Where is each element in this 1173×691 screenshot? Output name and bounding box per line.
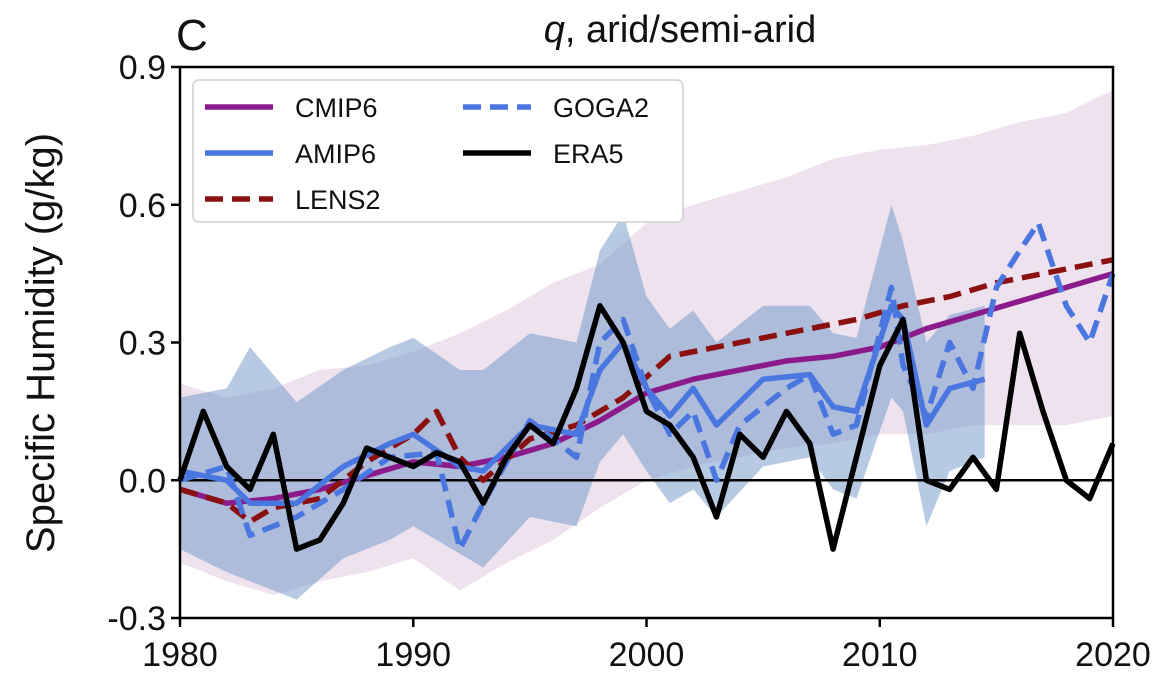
series-lines bbox=[177, 220, 1116, 552]
era5-series-line bbox=[177, 303, 1116, 552]
y-axis: -0.3 0.0 0.3 0.6 0.9 bbox=[107, 49, 180, 638]
goga2-series-line bbox=[179, 220, 1116, 552]
y-tick-label: 0.9 bbox=[119, 49, 166, 87]
x-tick-label: 1980 bbox=[142, 636, 218, 674]
x-tick-label: 2020 bbox=[1075, 636, 1151, 674]
legend-label-era5: ERA5 bbox=[553, 139, 624, 169]
legend-label-amip6: AMIP6 bbox=[295, 139, 376, 169]
x-axis: 1980 1990 2000 2010 2020 bbox=[142, 618, 1151, 674]
y-tick-label: 0.0 bbox=[119, 462, 166, 500]
legend-label-lens2: LENS2 bbox=[295, 185, 381, 215]
amip6-spread-band bbox=[180, 204, 985, 600]
amip6-series-line bbox=[179, 303, 986, 506]
chart-title: q, arid/semi-arid bbox=[544, 9, 816, 51]
lens2-series-line bbox=[179, 257, 1114, 525]
panel-label: C bbox=[176, 11, 208, 60]
legend-box bbox=[192, 79, 684, 223]
x-tick-label: 2000 bbox=[609, 636, 685, 674]
y-tick-label: 0.6 bbox=[119, 187, 166, 225]
y-tick-label: -0.3 bbox=[107, 600, 166, 638]
legend-label-cmip6: CMIP6 bbox=[295, 93, 378, 123]
y-axis-label: Specific Humidity (g/kg) bbox=[19, 133, 63, 553]
x-tick-label: 2010 bbox=[842, 636, 918, 674]
legend-label-goga2: GOGA2 bbox=[553, 93, 649, 123]
y-tick-label: 0.3 bbox=[119, 325, 166, 363]
x-tick-label: 1990 bbox=[375, 636, 451, 674]
legend: CMIP6 AMIP6 LENS2 GOGA2 ERA5 bbox=[192, 79, 684, 223]
